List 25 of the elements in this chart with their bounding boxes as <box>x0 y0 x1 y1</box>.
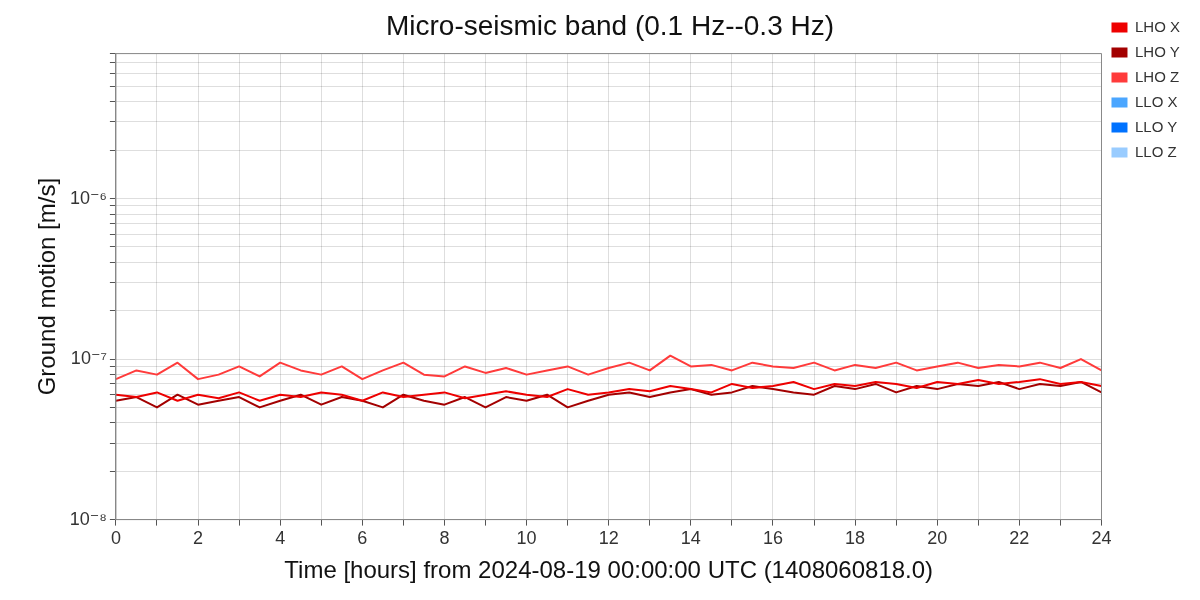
x-axis-title: Time [hours] from 2024-08-19 00:00:00 UTC (1408060818.0) <box>284 556 934 584</box>
x-tick-label: 18 <box>845 528 866 549</box>
x-tick-label: 20 <box>927 528 948 549</box>
x-tick-label: 24 <box>1091 528 1112 549</box>
legend-label: LHO X <box>1134 17 1180 35</box>
x-tick-label: 10 <box>516 528 537 549</box>
x-tick-label: 12 <box>598 528 619 549</box>
legend-label: LLO Y <box>1134 117 1178 135</box>
x-tick-label: 2 <box>193 528 204 549</box>
y-axis-title: Ground motion [m/s] <box>33 177 61 396</box>
x-tick-label: 4 <box>275 528 286 549</box>
y-tick-label: 10⁻⁷ <box>70 348 107 369</box>
x-tick-label: 22 <box>1009 528 1030 549</box>
x-tick-label: 8 <box>439 528 450 549</box>
y-tick-label: 10⁻⁶ <box>69 187 107 208</box>
x-tick-label: 14 <box>680 528 701 549</box>
x-tick-label: 6 <box>357 528 368 549</box>
y-tick-label: 10⁻⁸ <box>69 508 107 529</box>
legend-label: LHO Z <box>1134 67 1180 85</box>
x-tick-label: 0 <box>110 528 121 549</box>
legend-label: LLO X <box>1134 92 1178 110</box>
chart-title: Micro-seismic band (0.1 Hz--0.3 Hz) <box>385 9 835 41</box>
legend-label: LLO Z <box>1134 142 1177 160</box>
x-tick-label: 16 <box>762 528 783 549</box>
legend-label: LHO Y <box>1134 42 1180 60</box>
